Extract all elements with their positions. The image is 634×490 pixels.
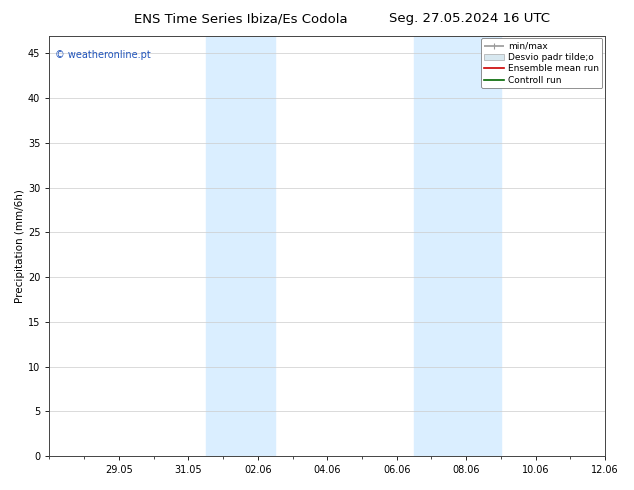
Y-axis label: Precipitation (mm/6h): Precipitation (mm/6h) (15, 189, 25, 303)
Text: ENS Time Series Ibiza/Es Codola: ENS Time Series Ibiza/Es Codola (134, 12, 347, 25)
Bar (414, 36, 501, 456)
Bar (205, 36, 275, 456)
Text: Seg. 27.05.2024 16 UTC: Seg. 27.05.2024 16 UTC (389, 12, 550, 25)
Legend: min/max, Desvio padr tilde;o, Ensemble mean run, Controll run: min/max, Desvio padr tilde;o, Ensemble m… (481, 38, 602, 88)
Text: © weatheronline.pt: © weatheronline.pt (55, 50, 151, 60)
